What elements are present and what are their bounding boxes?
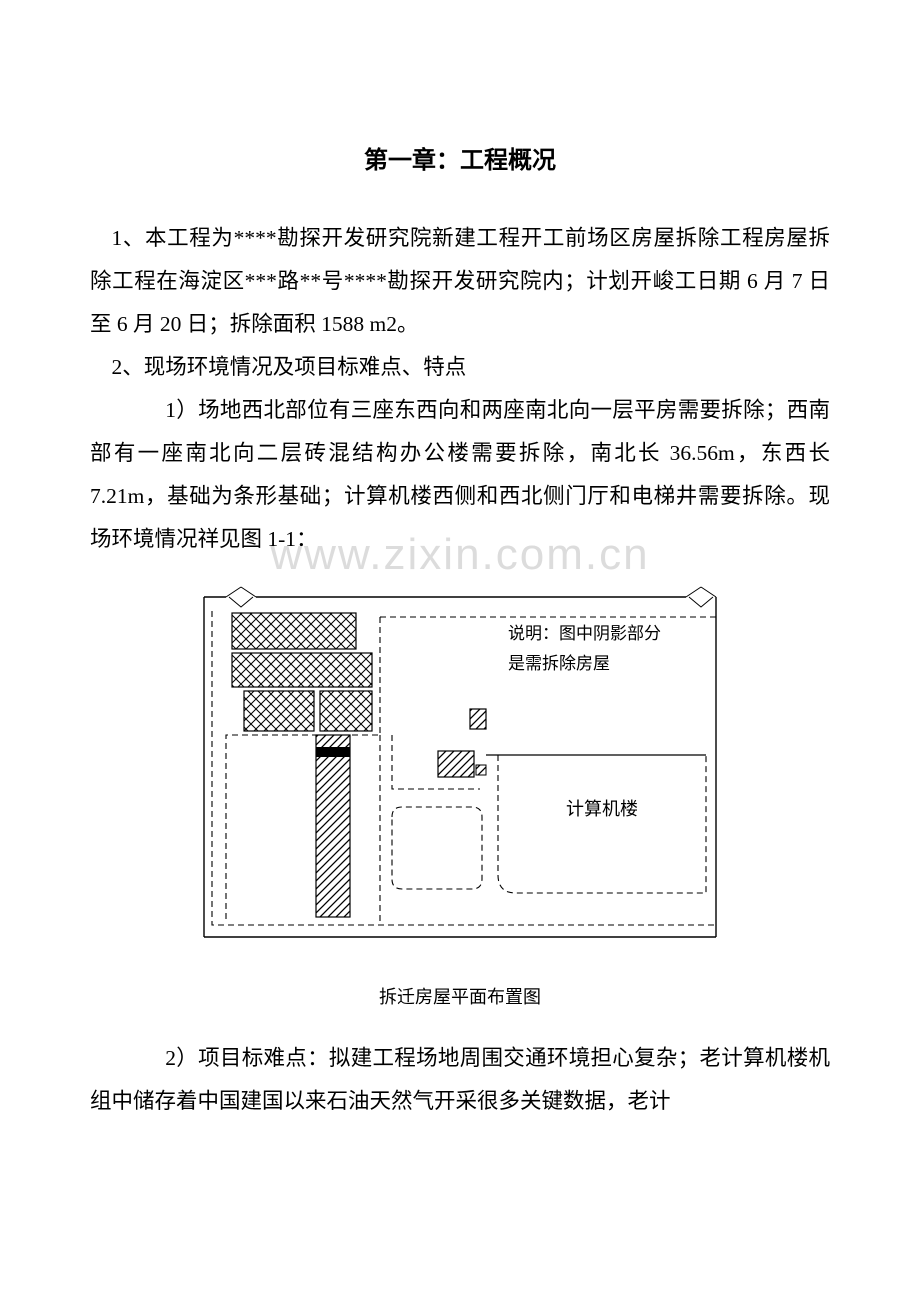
figure-caption: 拆迁房屋平面布置图	[90, 983, 830, 1009]
body-text-block-2: 2）项目标难点：拟建工程场地周围交通环境担心复杂；老计算机楼机组中储存着中国建国…	[90, 1037, 830, 1123]
paragraph-1: 1、本工程为****勘探开发研究院新建工程开工前场区房屋拆除工程房屋拆除工程在海…	[90, 217, 830, 346]
svg-text:是需拆除房屋: 是需拆除房屋	[508, 654, 610, 673]
body-text-block: 1、本工程为****勘探开发研究院新建工程开工前场区房屋拆除工程房屋拆除工程在海…	[90, 217, 830, 561]
site-plan-diagram: 说明：图中阴影部分是需拆除房屋计算机楼	[186, 579, 734, 955]
paragraph-4: 2）项目标难点：拟建工程场地周围交通环境担心复杂；老计算机楼机组中储存着中国建国…	[90, 1037, 830, 1123]
figure-container: 说明：图中阴影部分是需拆除房屋计算机楼 拆迁房屋平面布置图	[90, 579, 830, 1009]
svg-text:计算机楼: 计算机楼	[566, 799, 638, 819]
paragraph-3: 1）场地西北部位有三座东西向和两座南北向一层平房需要拆除；西南部有一座南北向二层…	[90, 389, 830, 561]
chapter-title: 第一章：工程概况	[90, 140, 830, 175]
paragraph-2: 2、现场环境情况及项目标难点、特点	[90, 346, 830, 389]
svg-text:说明：图中阴影部分: 说明：图中阴影部分	[508, 624, 661, 643]
